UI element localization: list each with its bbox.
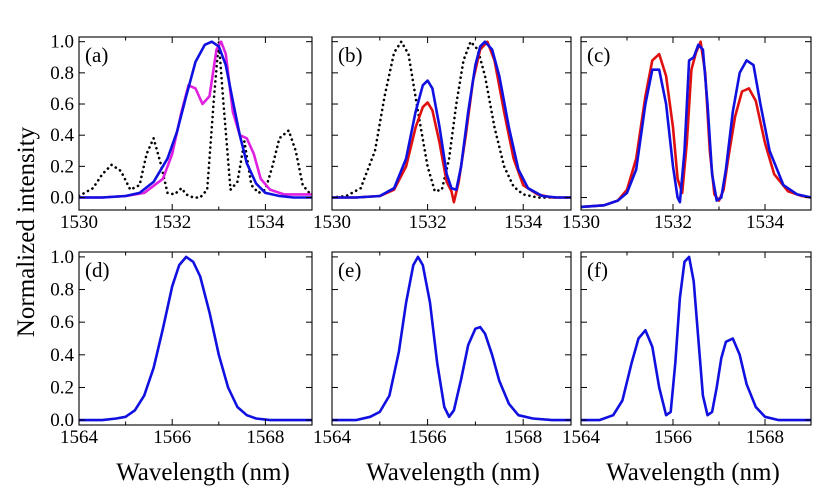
series-group [581,40,811,209]
x-tick-label: 1530 [562,212,600,233]
panel-label: (f) [587,258,608,282]
plot-frame [331,36,572,211]
x-tick-label: 1564 [313,427,352,448]
x-tick-label: 1534 [504,212,543,233]
panel-label: (e) [338,258,361,282]
x-tick-label: 1532 [153,212,191,233]
x-tick-label: 1568 [746,427,784,448]
series-group [581,255,811,422]
series-line-blue-2 [79,40,312,199]
series-group [79,40,312,199]
series-line-blue-0 [332,255,571,422]
plot-frame [78,251,313,426]
series-line-black-0 [332,40,571,199]
x-tick-label: 1566 [409,427,447,448]
panel-e: 1564 1566 1568 (e) [313,251,572,448]
x-tick-label: 1534 [746,212,785,233]
y-axis-title: Normalized intensity [13,126,40,337]
series-line-blue-2 [332,40,571,199]
x-tick-label: 1532 [409,212,447,233]
plot-frame [580,251,812,426]
y-tick-label: 0.0 [50,410,74,431]
y-tick-label: 0.0 [50,188,74,209]
panel-a: 1530 1532 1534 0.0 0.2 0.4 0.6 0.8 1.0 (a) [50,32,313,233]
y-tick-label: 0.6 [50,312,74,333]
plot-frame [78,36,313,211]
series-group [332,255,571,422]
x-tick-label: 1568 [504,427,542,448]
panel-c: 1530 1532 1534 (c) [562,36,812,233]
panel-b: 1530 1532 1534 (b) [313,36,572,233]
y-tick-label: 0.6 [50,94,74,115]
y-tick-label: 0.8 [50,63,74,84]
y-tick-label: 0.2 [50,377,74,398]
x-tick-label: 1568 [246,427,284,448]
panel-label: (c) [587,43,610,67]
x-tick-label: 1564 [562,427,601,448]
y-tick-label: 1.0 [50,32,74,53]
series-line-blue-0 [581,255,811,422]
panel-label: (d) [85,258,110,282]
panel-label: (b) [338,43,363,67]
panel-d: 1564 1566 1568 0.0 0.2 0.4 0.6 0.8 1.0 (d) [50,247,313,448]
y-tick-label: 1.0 [50,247,74,268]
x-tick-label: 1566 [153,427,191,448]
series-line-magenta-1 [79,40,312,199]
panel-label: (a) [85,43,108,67]
series-group [79,255,312,422]
y-tick-label: 0.4 [50,125,74,146]
x-axis-title-middle: Wavelength (nm) [366,459,540,486]
x-axis-title-right: Wavelength (nm) [606,459,780,486]
panel-f: 1564 1566 1568 (f) [562,251,812,448]
x-tick-label: 1532 [654,212,692,233]
series-line-black-0 [79,40,312,199]
series-line-blue-0 [79,255,312,422]
series-line-blue-1 [581,43,811,209]
series-group [332,40,571,204]
series-line-red-1 [332,40,571,204]
series-line-red-0 [581,40,811,209]
x-tick-label: 1566 [654,427,692,448]
x-axis-title-left: Wavelength (nm) [116,459,290,486]
y-tick-label: 0.8 [50,280,74,301]
x-tick-label: 1530 [60,212,98,233]
x-tick-label: 1564 [60,427,99,448]
plot-frame [331,251,572,426]
x-tick-label: 1530 [313,212,351,233]
x-tick-label: 1534 [246,212,285,233]
plot-frame [580,36,812,211]
y-tick-label: 0.2 [50,156,74,177]
y-tick-label: 0.4 [50,345,74,366]
